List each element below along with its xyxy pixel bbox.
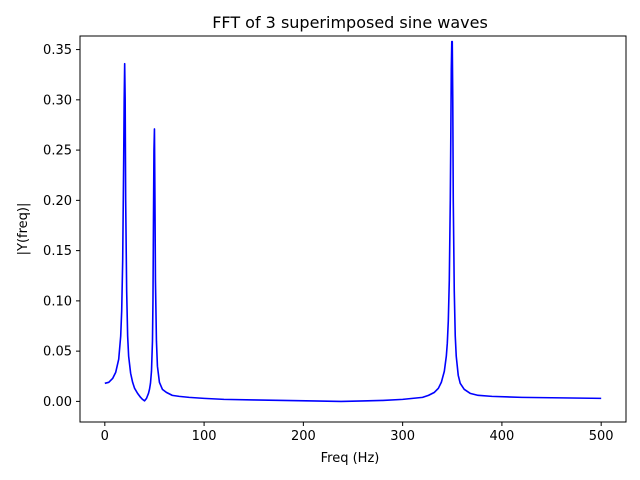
y-tick-label: 0.00 <box>43 395 72 410</box>
x-axis-label: Freq (Hz) <box>321 451 380 466</box>
y-tick-label: 0.30 <box>43 93 72 108</box>
plot-area <box>79 35 627 423</box>
fft-magnitude-line-0 <box>104 40 602 403</box>
x-axis-ticks: 0 100 200 300 400 500 <box>101 422 614 444</box>
x-tick-label: 200 <box>291 429 316 444</box>
y-tick-label: 0.35 <box>43 43 72 58</box>
x-tick-label: 400 <box>489 429 514 444</box>
axes-frame <box>79 35 627 423</box>
x-tick-label: 100 <box>192 429 217 444</box>
y-tick-label: 0.05 <box>43 345 72 360</box>
x-tick-label: 0 <box>101 429 109 444</box>
y-axis-label: |Y(freq)| <box>16 203 31 256</box>
y-tick-label: 0.10 <box>43 294 72 309</box>
x-tick-label: 500 <box>589 429 614 444</box>
chart-title: FFT of 3 superimposed sine waves <box>212 13 488 32</box>
y-tick-label: 0.20 <box>43 194 72 209</box>
y-axis-ticks: 0.00 0.05 0.10 0.15 0.20 0.25 0.30 0.35 <box>43 43 80 410</box>
y-tick-label: 0.25 <box>43 144 72 159</box>
x-tick-label: 300 <box>390 429 415 444</box>
y-tick-label: 0.15 <box>43 244 72 259</box>
